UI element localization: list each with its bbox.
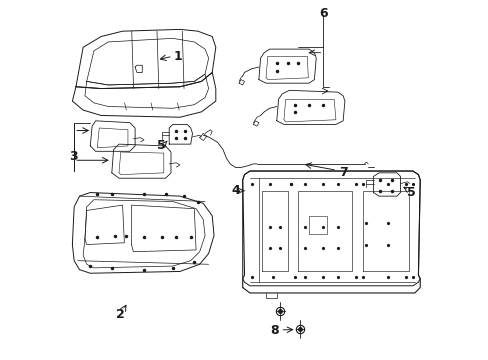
Text: 3: 3 (69, 150, 77, 163)
Text: 7: 7 (338, 166, 347, 179)
Text: 5: 5 (406, 186, 415, 199)
Text: 8: 8 (270, 324, 279, 337)
Text: 6: 6 (319, 7, 327, 20)
Text: 2: 2 (116, 308, 125, 321)
Text: 5: 5 (157, 139, 165, 152)
Text: 4: 4 (231, 184, 240, 197)
Text: 1: 1 (173, 50, 182, 63)
